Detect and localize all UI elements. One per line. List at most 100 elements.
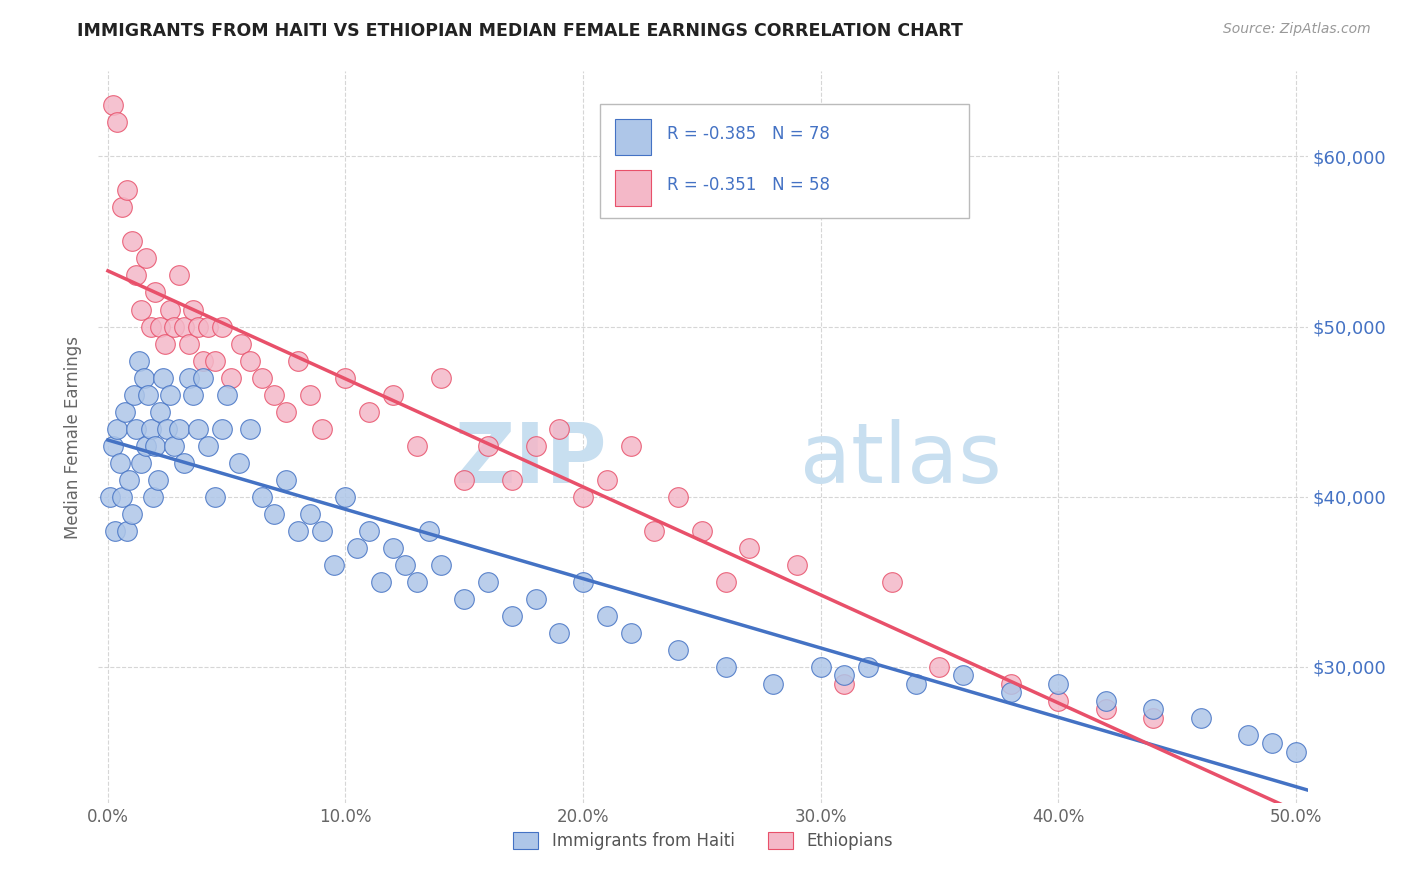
Point <box>135 252 157 266</box>
Point <box>125 421 148 435</box>
Point <box>111 490 134 504</box>
Point <box>118 473 141 487</box>
Point <box>1142 711 1164 725</box>
Point <box>163 319 186 334</box>
Point <box>263 387 285 401</box>
Point <box>167 268 190 283</box>
Point <box>263 507 285 521</box>
Point <box>167 421 190 435</box>
Point <box>738 541 761 555</box>
Text: ZIP: ZIP <box>454 418 606 500</box>
Point <box>204 490 226 504</box>
Point <box>880 574 903 589</box>
Point <box>548 421 571 435</box>
Point <box>252 490 274 504</box>
Point <box>690 524 713 538</box>
Point <box>197 439 219 453</box>
Point <box>111 201 134 215</box>
Point <box>619 439 641 453</box>
Point <box>114 404 136 418</box>
Point <box>187 319 209 334</box>
Point <box>311 524 333 538</box>
Point <box>136 387 159 401</box>
Point <box>98 490 121 504</box>
Point <box>501 473 523 487</box>
Point <box>228 456 250 470</box>
Point <box>145 285 167 300</box>
Point <box>152 370 174 384</box>
Point <box>335 370 357 384</box>
Point <box>810 659 832 673</box>
Point <box>128 353 150 368</box>
Point <box>714 659 737 673</box>
Point <box>159 387 181 401</box>
Point <box>287 524 309 538</box>
Point <box>129 456 152 470</box>
Point <box>149 404 172 418</box>
Point <box>159 302 181 317</box>
Point <box>197 319 219 334</box>
Point <box>1142 702 1164 716</box>
Point <box>548 625 571 640</box>
Point <box>139 421 162 435</box>
Point <box>215 387 238 401</box>
Point <box>1047 677 1070 691</box>
Point <box>405 574 427 589</box>
Point <box>153 336 176 351</box>
Point <box>101 439 124 453</box>
Point <box>524 591 547 606</box>
Point <box>173 456 195 470</box>
Point <box>572 574 595 589</box>
Point <box>173 319 195 334</box>
Point <box>177 370 200 384</box>
Point <box>1261 736 1284 750</box>
Point <box>359 404 381 418</box>
Point <box>287 353 309 368</box>
Point <box>524 439 547 453</box>
Point <box>477 439 499 453</box>
Bar <box>614 119 651 155</box>
Point <box>596 473 619 487</box>
Point <box>183 387 205 401</box>
Point <box>187 421 209 435</box>
Point <box>1000 677 1022 691</box>
Point <box>146 473 169 487</box>
Point <box>405 439 427 453</box>
Point <box>1094 702 1116 716</box>
Point <box>104 524 127 538</box>
Point <box>619 625 641 640</box>
Bar <box>614 169 651 206</box>
Point <box>382 541 405 555</box>
Point <box>453 591 475 606</box>
Point <box>121 235 143 249</box>
Point <box>239 421 262 435</box>
Point <box>221 370 243 384</box>
Point <box>107 421 129 435</box>
Point <box>1094 694 1116 708</box>
Point <box>177 336 200 351</box>
Point <box>1285 745 1308 759</box>
Point <box>928 659 950 673</box>
Point <box>122 387 145 401</box>
Point <box>786 558 808 572</box>
Point <box>149 319 172 334</box>
Point <box>346 541 368 555</box>
Text: R = -0.385   N = 78: R = -0.385 N = 78 <box>666 125 830 143</box>
Point <box>453 473 475 487</box>
Point <box>101 98 124 112</box>
Point <box>666 642 689 657</box>
Point <box>139 319 162 334</box>
Point <box>142 490 165 504</box>
Point <box>394 558 416 572</box>
Point <box>322 558 344 572</box>
Point <box>298 507 321 521</box>
Text: IMMIGRANTS FROM HAITI VS ETHIOPIAN MEDIAN FEMALE EARNINGS CORRELATION CHART: IMMIGRANTS FROM HAITI VS ETHIOPIAN MEDIA… <box>77 22 963 40</box>
Point <box>115 183 138 197</box>
Point <box>115 524 138 538</box>
Point <box>370 574 392 589</box>
Point <box>229 336 252 351</box>
Point <box>572 490 595 504</box>
Point <box>834 668 856 682</box>
Point <box>191 370 214 384</box>
Point <box>252 370 274 384</box>
